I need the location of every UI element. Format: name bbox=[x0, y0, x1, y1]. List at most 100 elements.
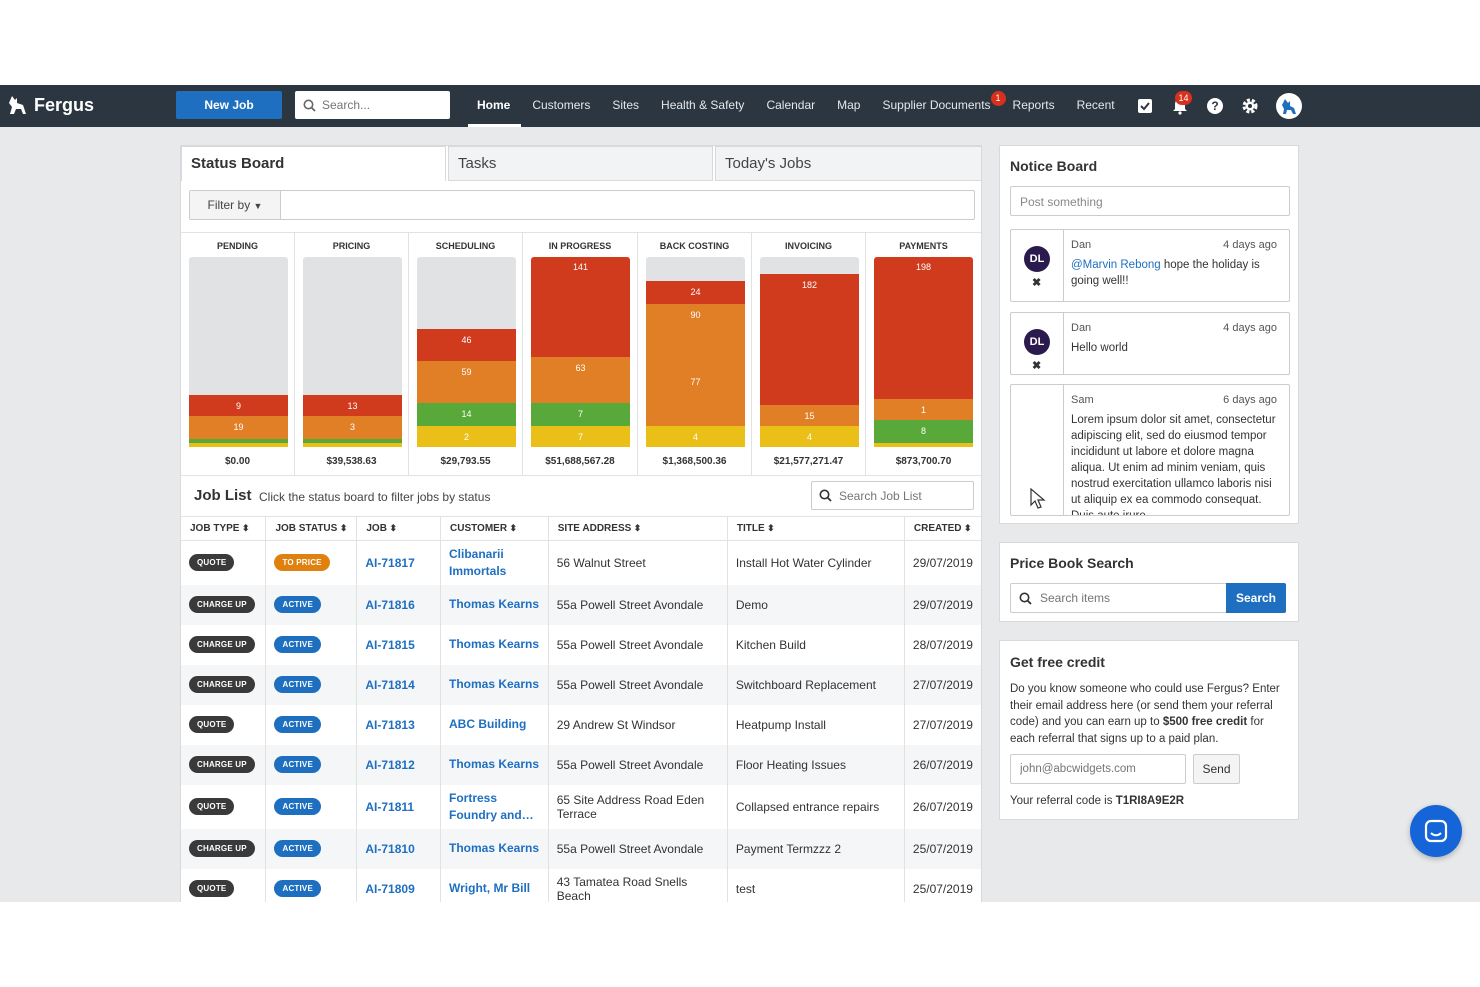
status-bar[interactable]: 3 13 bbox=[303, 257, 402, 447]
column-header-created[interactable]: CREATED ⬍ bbox=[904, 516, 981, 541]
status-bar[interactable]: 2 14 59 46 bbox=[417, 257, 516, 447]
global-search-input[interactable] bbox=[322, 98, 442, 112]
status-column-payments[interactable]: PAYMENTS 8 1 198 $873,700.70 bbox=[866, 233, 981, 476]
customer-link[interactable]: Thomas Kearns bbox=[449, 637, 540, 651]
table-row[interactable]: QUOTE TO PRICE AI-71817 Clibanarii Immortal… bbox=[181, 540, 981, 585]
customer-link[interactable]: Thomas Kearns bbox=[449, 757, 540, 771]
nav-item-calendar[interactable]: Calendar bbox=[755, 85, 826, 127]
status-bar-segment[interactable] bbox=[189, 443, 288, 447]
status-bar[interactable]: 4 15 182 bbox=[760, 257, 859, 447]
status-bar-segment[interactable]: 198 bbox=[874, 257, 973, 399]
nav-item-sites[interactable]: Sites bbox=[601, 85, 650, 127]
status-bar-segment[interactable] bbox=[303, 439, 402, 443]
sort-icon[interactable]: ⬍ bbox=[961, 523, 972, 533]
status-bar-segment[interactable]: 4 bbox=[646, 426, 745, 447]
customer-link[interactable]: Wright, Mr Bill bbox=[449, 881, 531, 895]
status-column-scheduling[interactable]: SCHEDULING 2 14 59 46 $29,793.55 bbox=[409, 233, 523, 476]
column-header-customer[interactable]: CUSTOMER ⬍ bbox=[440, 516, 549, 541]
settings-icon[interactable] bbox=[1241, 97, 1259, 115]
table-row[interactable]: QUOTE ACTIVE AI-71809 Wright, Mr Bill 43 Tam… bbox=[181, 868, 981, 902]
job-list-search[interactable] bbox=[811, 481, 974, 510]
job-number-link[interactable]: AI-71813 bbox=[365, 717, 415, 732]
status-column-pending[interactable]: PENDING 19 9 $0.00 bbox=[181, 233, 295, 476]
status-bar-segment[interactable] bbox=[874, 443, 973, 447]
job-number-link[interactable]: AI-71811 bbox=[365, 799, 415, 814]
price-book-search-button[interactable]: Search bbox=[1226, 583, 1286, 613]
status-bar-segment[interactable]: 59 bbox=[417, 361, 516, 403]
nav-item-home[interactable]: Home bbox=[466, 85, 522, 127]
status-bar-segment[interactable]: 15 bbox=[760, 405, 859, 426]
status-bar-segment[interactable]: 8 bbox=[874, 420, 973, 443]
column-header-title[interactable]: TITLE ⬍ bbox=[727, 516, 905, 541]
job-number-link[interactable]: AI-71814 bbox=[365, 677, 415, 692]
status-bar-segment[interactable]: 141 bbox=[531, 257, 630, 357]
price-book-search[interactable] bbox=[1010, 583, 1226, 613]
job-number-link[interactable]: AI-71809 bbox=[365, 881, 415, 896]
nav-item-recent[interactable]: Recent bbox=[1066, 85, 1126, 127]
referral-email-input[interactable] bbox=[1010, 754, 1186, 784]
delete-icon[interactable]: ✖ bbox=[1032, 360, 1042, 372]
customer-link[interactable]: Clibanarii Immortals bbox=[449, 546, 507, 578]
column-header-job[interactable]: JOB ⬍ bbox=[356, 516, 441, 541]
table-row[interactable]: CHARGE UP ACTIVE AI-71812 Thomas Kearns 55a … bbox=[181, 744, 981, 785]
user-avatar-icon[interactable] bbox=[1276, 93, 1302, 119]
sort-icon[interactable]: ⬍ bbox=[764, 523, 775, 533]
status-bar-segment[interactable]: 13 bbox=[303, 395, 402, 416]
tab-todays-jobs[interactable]: Today's Jobs bbox=[715, 146, 982, 181]
status-bar-segment[interactable]: 1 bbox=[874, 399, 973, 420]
status-bar-segment[interactable] bbox=[189, 439, 288, 443]
global-search[interactable] bbox=[295, 91, 450, 119]
job-number-link[interactable]: AI-71815 bbox=[365, 637, 415, 652]
column-header-job-type[interactable]: JOB TYPE ⬍ bbox=[181, 516, 267, 541]
column-header-site-address[interactable]: SITE ADDRESS ⬍ bbox=[548, 516, 728, 541]
customer-link[interactable]: Thomas Kearns bbox=[449, 841, 540, 855]
job-number-link[interactable]: AI-71816 bbox=[365, 597, 415, 612]
customer-link[interactable]: Fortress Foundry and… bbox=[449, 790, 534, 822]
status-bar-segment[interactable]: 7 bbox=[531, 426, 630, 447]
status-bar-segment[interactable]: 63 bbox=[531, 357, 630, 403]
status-bar-segment[interactable]: 3 bbox=[303, 416, 402, 439]
sort-icon[interactable]: ⬍ bbox=[507, 523, 518, 533]
status-bar-segment[interactable]: 2 bbox=[417, 426, 516, 447]
status-column-back-costing[interactable]: BACK COSTING 4 77 90 24 $1,368,500.36 bbox=[638, 233, 752, 476]
nav-item-customers[interactable]: Customers bbox=[521, 85, 601, 127]
customer-link[interactable]: ABC Building bbox=[449, 717, 527, 731]
send-referral-button[interactable]: Send bbox=[1193, 754, 1240, 784]
sort-icon[interactable]: ⬍ bbox=[239, 523, 250, 533]
status-bar-segment[interactable]: 9 bbox=[189, 395, 288, 416]
job-number-link[interactable]: AI-71817 bbox=[365, 555, 415, 570]
column-header-job-status[interactable]: JOB STATUS ⬍ bbox=[265, 516, 358, 541]
table-row[interactable]: CHARGE UP ACTIVE AI-71816 Thomas Kearns 55a … bbox=[181, 584, 981, 625]
nav-item-health-safety[interactable]: Health & Safety bbox=[650, 85, 755, 127]
nav-item-reports[interactable]: Reports bbox=[1002, 85, 1066, 127]
status-bar-segment[interactable]: 90 bbox=[646, 304, 745, 371]
job-number-link[interactable]: AI-71810 bbox=[365, 841, 415, 856]
price-book-search-input[interactable] bbox=[1040, 591, 1210, 605]
chat-launcher-button[interactable] bbox=[1410, 805, 1462, 857]
status-column-pricing[interactable]: PRICING 3 13 $39,538.63 bbox=[295, 233, 409, 476]
status-column-in-progress[interactable]: IN PROGRESS 7 7 63 141 $51,688,567.28 bbox=[523, 233, 638, 476]
table-row[interactable]: CHARGE UP ACTIVE AI-71814 Thomas Kearns 55a … bbox=[181, 664, 981, 705]
table-row[interactable]: CHARGE UP ACTIVE AI-71815 Thomas Kearns 55a … bbox=[181, 624, 981, 665]
tab-tasks[interactable]: Tasks bbox=[448, 146, 713, 181]
status-bar-segment[interactable]: 7 bbox=[531, 403, 630, 426]
customer-link[interactable]: Thomas Kearns bbox=[449, 597, 540, 611]
status-bar[interactable]: 4 77 90 24 bbox=[646, 257, 745, 447]
mention-link[interactable]: @Marvin Rebong bbox=[1071, 259, 1161, 271]
status-bar-segment[interactable]: 24 bbox=[646, 281, 745, 304]
status-bar-segment[interactable]: 19 bbox=[189, 416, 288, 439]
nav-item-map[interactable]: Map bbox=[826, 85, 871, 127]
checkbox-icon[interactable] bbox=[1136, 97, 1154, 115]
sort-icon[interactable]: ⬍ bbox=[631, 523, 642, 533]
post-something-input[interactable]: Post something bbox=[1010, 186, 1290, 216]
sort-icon[interactable]: ⬍ bbox=[386, 523, 397, 533]
customer-link[interactable]: Thomas Kearns bbox=[449, 677, 540, 691]
table-row[interactable]: QUOTE ACTIVE AI-71813 ABC Building 29 Andrew… bbox=[181, 704, 981, 745]
status-bar-segment[interactable] bbox=[303, 443, 402, 447]
status-bar-segment[interactable]: 182 bbox=[760, 274, 859, 405]
status-bar[interactable]: 19 9 bbox=[189, 257, 288, 447]
status-bar[interactable]: 8 1 198 bbox=[874, 257, 973, 447]
nav-item-supplier-documents[interactable]: Supplier Documents 1 bbox=[871, 85, 1006, 127]
table-row[interactable]: CHARGE UP ACTIVE AI-71810 Thomas Kearns 55a … bbox=[181, 828, 981, 869]
status-bar-segment[interactable]: 46 bbox=[417, 329, 516, 361]
